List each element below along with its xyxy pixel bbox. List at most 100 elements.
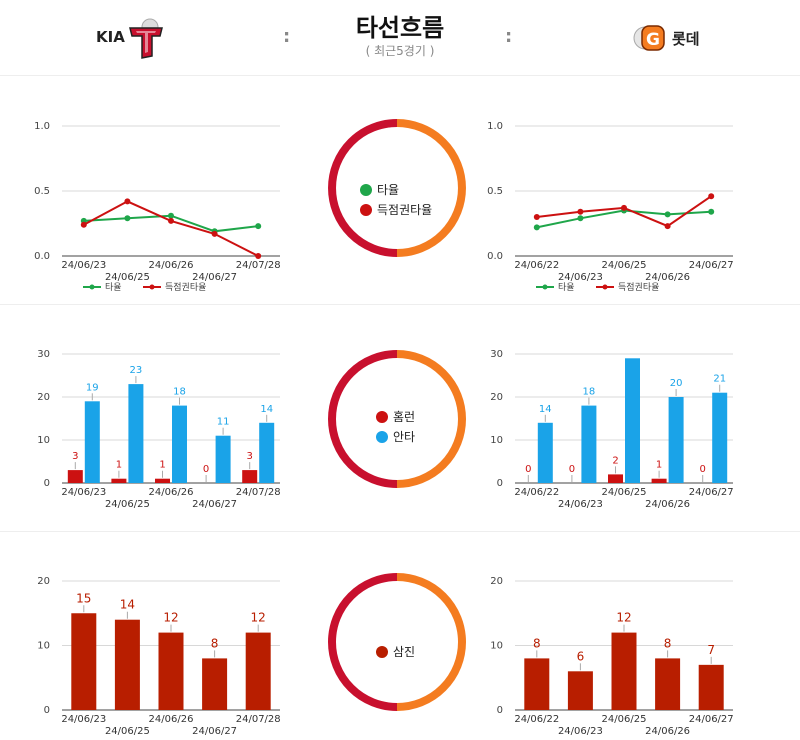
bar: [537, 422, 553, 483]
data-point: [80, 221, 87, 228]
away-ring-arc: [396, 350, 466, 488]
y-tick-label: 10: [490, 435, 503, 446]
data-point: [124, 215, 131, 222]
data-label: 12: [616, 611, 631, 625]
y-tick-label: 20: [490, 392, 503, 403]
x-tick-label: 24/06/22: [514, 714, 559, 725]
bar: [698, 664, 724, 710]
legend-dot-icon: [360, 183, 372, 196]
data-point: [168, 212, 174, 219]
legend-label: 득점권타율: [377, 203, 433, 217]
so-legend: 삼진: [376, 640, 415, 663]
hits-section: 010203024/06/2324/06/2524/06/2624/06/272…: [37, 349, 733, 510]
bar: [655, 658, 681, 710]
data-point: [664, 223, 671, 230]
kia-hits-chart: 010203024/06/2324/06/2524/06/2624/06/272…: [37, 349, 280, 510]
avg-ring: [328, 119, 466, 257]
data-label: 2: [612, 455, 618, 466]
y-tick-label: 0: [497, 478, 503, 489]
data-point: [168, 217, 174, 224]
bar: [567, 671, 593, 710]
away-ring-arc: [396, 573, 466, 711]
y-tick-label: 20: [37, 392, 50, 403]
data-label: 1: [656, 460, 662, 471]
data-label: 23: [130, 365, 143, 376]
x-tick-label: 24/06/26: [645, 726, 690, 737]
bar: [625, 358, 640, 483]
data-label: 19: [86, 382, 99, 393]
x-tick-label: 24/06/23: [558, 726, 603, 737]
data-label: 21: [713, 374, 726, 385]
so-section: 0102024/06/2324/06/2524/06/2624/06/2724/…: [37, 573, 734, 737]
x-tick-label: 24/07/28: [236, 714, 281, 725]
y-tick-label: 0.0: [487, 251, 503, 262]
data-label: 8: [664, 636, 672, 650]
data-label: 3: [247, 451, 253, 462]
legend-label: 홈런: [393, 410, 416, 424]
data-label: 8: [533, 636, 541, 650]
data-label: 12: [251, 611, 266, 625]
legend-item: 홈런: [376, 408, 415, 425]
page-title: 타선흐름: [355, 14, 445, 42]
x-tick-label: 24/06/27: [689, 714, 734, 725]
header-colon-left: :: [283, 26, 291, 47]
y-tick-label: 10: [37, 435, 50, 446]
bar: [608, 474, 623, 483]
legend-marker: [602, 284, 608, 290]
data-point: [211, 230, 218, 237]
so-ring: [328, 573, 466, 711]
x-tick-label: 24/06/22: [514, 487, 559, 498]
data-point: [533, 224, 540, 231]
header: KIA : 타선흐름 ( 최근5경기 ) : G 롯데: [0, 0, 800, 76]
data-point: [255, 223, 262, 230]
data-label: 20: [670, 378, 683, 389]
bar: [651, 478, 667, 483]
data-label: 3: [72, 451, 78, 462]
legend-item: 삼진: [376, 643, 415, 660]
lotte-hits-chart: 010203024/06/2224/06/2324/06/2524/06/262…: [490, 349, 733, 510]
data-label: 14: [539, 404, 552, 415]
data-label: 0: [700, 464, 706, 475]
data-point: [533, 214, 540, 220]
page-subtitle: ( 최근5경기 ): [365, 44, 435, 58]
legend-label: 타율: [377, 183, 400, 197]
data-label: 8: [211, 636, 219, 650]
hits-ring: [328, 350, 466, 488]
x-tick-label: 24/06/25: [105, 499, 150, 510]
y-tick-label: 0.5: [34, 186, 50, 197]
legend-item: 타율: [360, 181, 432, 198]
legend-label: 안타: [393, 430, 416, 444]
x-tick-label: 24/06/23: [558, 499, 603, 510]
data-point: [621, 204, 627, 211]
bar: [611, 632, 637, 710]
y-tick-label: 1.0: [487, 121, 503, 132]
divider: [0, 304, 800, 305]
bar: [668, 397, 684, 483]
x-tick-label: 24/06/23: [61, 487, 106, 498]
home-ring-arc: [328, 573, 398, 711]
data-point: [577, 215, 584, 222]
lotte-avg-chart: 0.00.51.024/06/2224/06/2324/06/2524/06/2…: [487, 121, 734, 293]
lotte-so-chart: 0 10 20 24/06/2224/06/2324/06/2524/06/2624/…: [490, 576, 733, 737]
bar: [67, 470, 83, 483]
lotte-logo-icon: G: [633, 25, 665, 51]
data-point: [708, 193, 715, 200]
bar: [259, 422, 275, 483]
x-tick-label: 24/06/23: [558, 272, 603, 283]
legend-dot-icon: [376, 430, 388, 443]
y-tick-label: 1.0: [34, 121, 50, 132]
y-tick-label: 0.5: [487, 186, 503, 197]
data-label: 0: [525, 464, 531, 475]
legend-label: 타율: [105, 282, 122, 293]
x-tick-label: 24/06/25: [602, 714, 647, 725]
kia-avg-chart: 0.0 0.5 1.0 24/06/2324/06/2524/06/2624/06/2…: [34, 121, 281, 293]
bar: [128, 384, 144, 483]
bar: [114, 619, 140, 710]
legend-label: 득점권타율: [618, 281, 659, 293]
x-tick-label: 24/06/26: [149, 714, 194, 725]
x-tick-label: 24/06/26: [645, 499, 690, 510]
y-tick-label: 10: [37, 641, 50, 652]
bar: [111, 478, 127, 483]
legend-label: 삼진: [393, 645, 416, 659]
